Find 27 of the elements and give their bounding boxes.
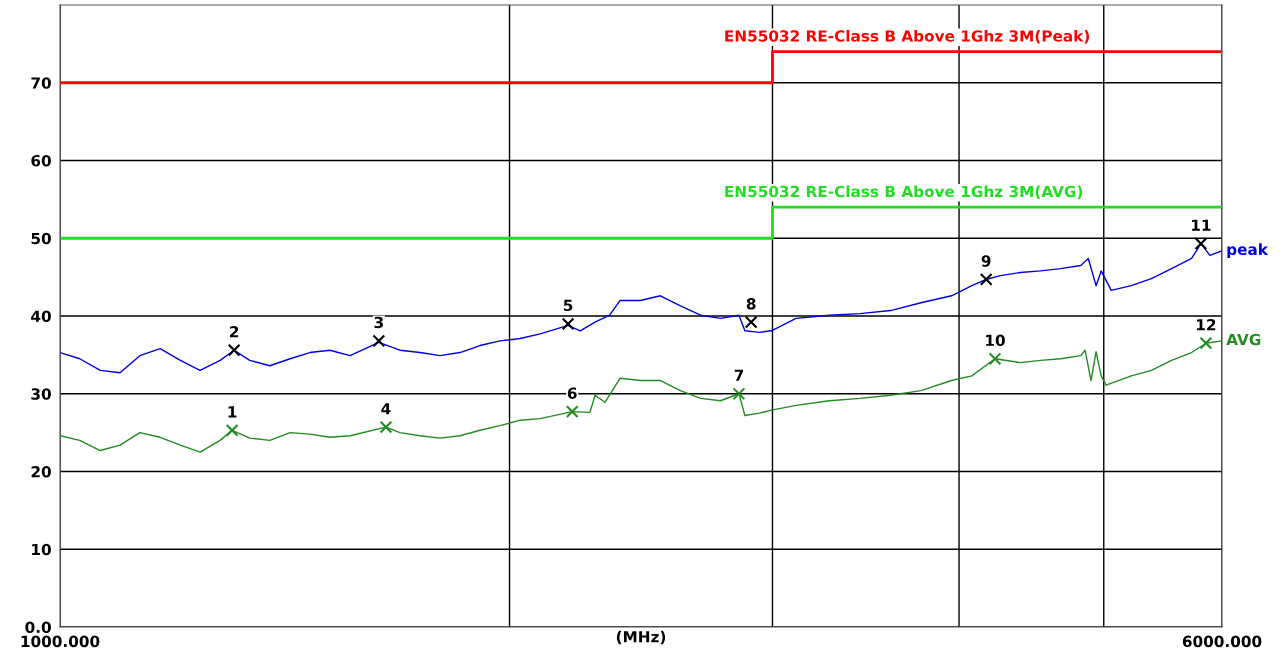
annotation: 2: [230, 325, 239, 338]
x-axis-title: (MHz): [616, 630, 666, 645]
series-label: peak: [1227, 243, 1269, 259]
y-tick-label: 30: [31, 388, 51, 400]
annotation: 8: [746, 297, 756, 310]
annotation: 10: [986, 334, 1005, 347]
annotation: 4: [381, 403, 391, 415]
y-tick-label: 70: [31, 77, 51, 89]
y-tick-label: 50: [31, 232, 51, 245]
y-tick-label: 40: [31, 310, 51, 323]
y-tick-label: 60: [31, 154, 51, 167]
annotation: 7: [734, 369, 744, 381]
series-label: EN55032 RE-Class B Above 1Ghz 3M(AVG): [725, 185, 1083, 200]
series-label: EN55032 RE-Class B Above 1Ghz 3M(Peak): [725, 29, 1089, 44]
annotation: 12: [1197, 318, 1216, 331]
y-tick-label: 10: [32, 543, 51, 556]
annotation: 5: [563, 299, 573, 312]
y-tick-label: 0.0: [25, 621, 51, 634]
annotation: 6: [567, 387, 577, 399]
annotation: 11: [1192, 219, 1211, 231]
y-tick-label: 20: [31, 465, 51, 478]
x-tick-label: 1000.000: [21, 635, 100, 648]
x-tick-label: 6000.000: [1182, 635, 1262, 648]
annotation: 3: [374, 316, 383, 329]
series-label: AVG: [1226, 333, 1261, 346]
annotation: 9: [981, 255, 991, 267]
annotation: 1: [228, 406, 237, 418]
